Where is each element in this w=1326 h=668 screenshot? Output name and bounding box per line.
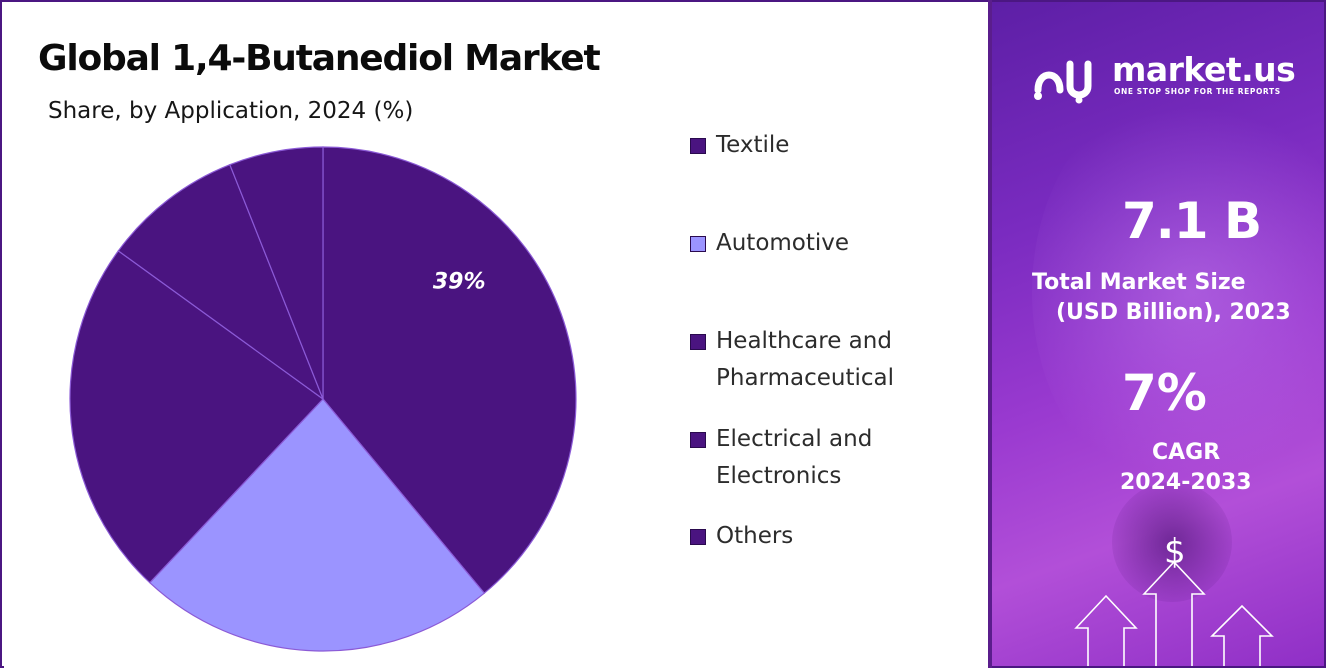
brand-tagline: ONE STOP SHOP FOR THE REPORTS xyxy=(1114,87,1281,96)
legend-swatch xyxy=(690,236,706,252)
pie-label-textile: 39% xyxy=(433,270,486,295)
pie-chart: 39% xyxy=(69,146,577,652)
legend-item: Healthcare and Pharmaceutical xyxy=(690,328,946,397)
market-summary-panel: market.us ONE STOP SHOP FOR THE REPORTS … xyxy=(992,2,1324,666)
panel-divider xyxy=(988,0,992,668)
pie-slices xyxy=(69,146,577,652)
legend-label-line: Electrical and xyxy=(716,426,873,452)
legend-swatch xyxy=(690,529,706,545)
legend-item: Textile xyxy=(690,132,946,164)
pie-slice-electrical-and-electronics xyxy=(117,163,325,401)
legend-swatch xyxy=(690,138,706,154)
dollar-icon: $ xyxy=(1164,532,1186,572)
legend-label: Electrical and Electronics xyxy=(716,421,946,495)
pie-slice-others xyxy=(229,146,324,400)
legend-label-line: Pharmaceutical xyxy=(716,365,895,391)
cagr-value: 7% xyxy=(1122,364,1207,422)
growth-arrows-icon xyxy=(1074,562,1274,666)
market-size-unit-label: (USD Billion), 2023 xyxy=(1056,300,1291,325)
cagr-period: 2024-2033 xyxy=(1120,470,1252,495)
chart-title: Global 1,4-Butanediol Market xyxy=(38,38,601,79)
brand-name: market.us xyxy=(1112,50,1296,89)
background-glow xyxy=(1032,82,1324,502)
legend-item: Automotive xyxy=(690,230,946,262)
pie-slice-healthcare-and-pharmaceutical xyxy=(69,250,324,584)
legend-label: Textile xyxy=(716,127,946,164)
chart-subtitle: Share, by Application, 2024 (%) xyxy=(48,98,414,124)
legend-label-line: Electronics xyxy=(716,463,842,489)
legend-label: Healthcare and Pharmaceutical xyxy=(716,323,946,397)
legend-swatch xyxy=(690,432,706,448)
legend-item: Electrical and Electronics xyxy=(690,426,946,495)
legend-label: Others xyxy=(716,518,946,555)
background-cup-shape xyxy=(1112,482,1232,602)
pie-slice-automotive xyxy=(148,398,486,652)
market-us-logo-icon xyxy=(1034,60,1092,104)
legend-label-line: Others xyxy=(716,523,794,549)
legend-label: Automotive xyxy=(716,225,946,262)
market-size-label: Total Market Size xyxy=(1032,270,1246,295)
cagr-label: CAGR xyxy=(1152,440,1221,465)
pie-slice-textile xyxy=(322,146,577,595)
market-size-value: 7.1 B xyxy=(1122,192,1262,250)
legend-swatch xyxy=(690,334,706,350)
pie-labels: 39% xyxy=(433,270,486,295)
legend-item: Others xyxy=(690,523,946,555)
legend-label-line: Automotive xyxy=(716,230,850,256)
chart-panel: Global 1,4-Butanediol Market Share, by A… xyxy=(4,4,990,668)
legend-label-line: Textile xyxy=(716,132,790,158)
legend-label-line: Healthcare and xyxy=(716,328,892,354)
